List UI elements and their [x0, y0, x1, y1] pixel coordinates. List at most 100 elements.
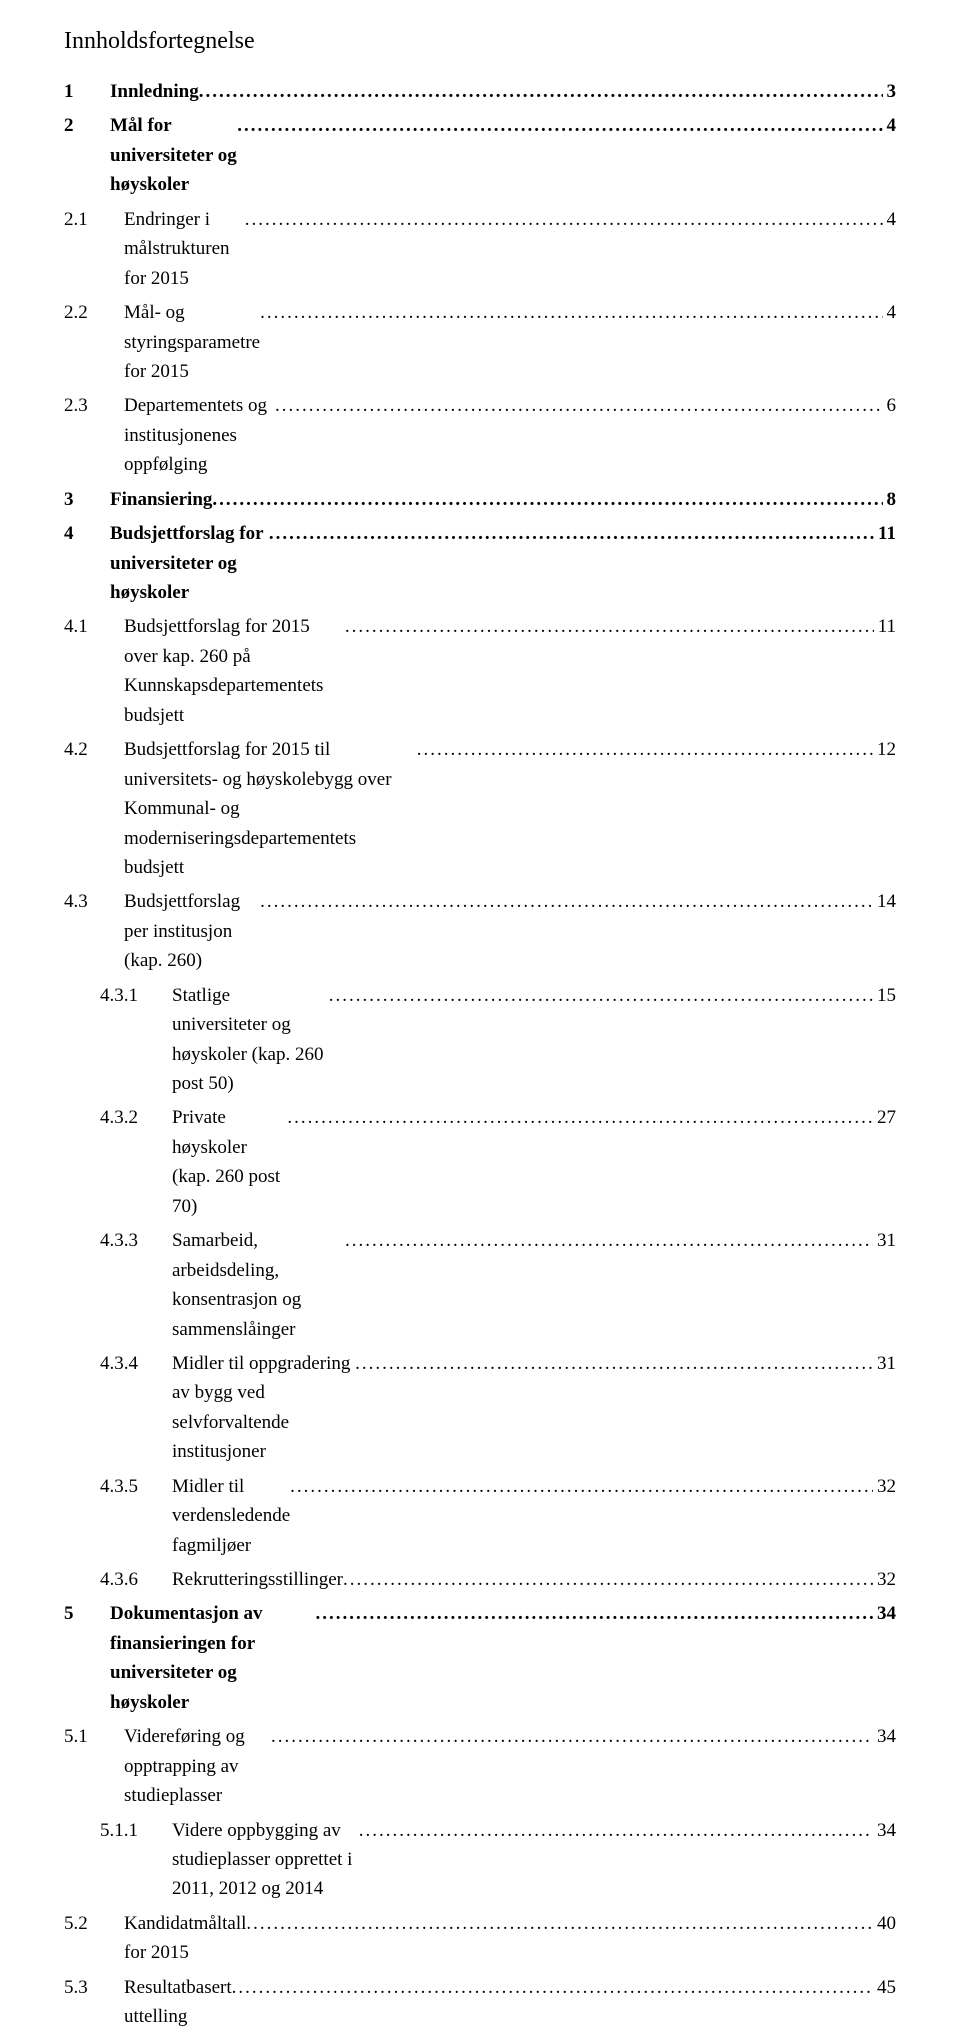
toc-entry-page: 31	[873, 1226, 896, 1255]
toc-leader-dots	[212, 485, 882, 514]
toc-entry-number: 1	[64, 77, 100, 106]
page-title: Innholdsfortegnelse	[64, 28, 896, 55]
toc-entry: 4.3.2 Private høyskoler (kap. 260 post 70…	[64, 1103, 896, 1221]
toc-entry-page: 4	[883, 205, 897, 234]
toc-entry-page: 3	[883, 77, 897, 106]
toc-entry-number: 5.3	[64, 1973, 100, 2002]
toc-entry-number: 4.3.2	[100, 1103, 154, 1132]
toc-entry-label: Videre oppbygging av studieplasser oppre…	[172, 1816, 359, 1904]
toc-leader-dots	[271, 1722, 873, 1751]
toc-entry-label: Midler til verdensledende fagmiljøer	[172, 1472, 290, 1560]
toc-entry-page: 11	[874, 519, 896, 548]
toc-leader-dots	[269, 519, 874, 548]
toc-entry-number: 5.1.1	[100, 1816, 154, 1845]
toc-entry: 4.3.1 Statlige universiteter og høyskoler…	[64, 981, 896, 1099]
toc-leader-dots	[290, 1472, 873, 1501]
toc-entry-number: 4	[64, 519, 100, 548]
toc-entry-label: Resultatbasert uttelling	[124, 1973, 232, 2032]
toc-entry-number: 4.3.6	[100, 1565, 154, 1594]
toc-entry-page: 34	[873, 1816, 896, 1845]
toc-entry: 2.3 Departementets og institusjonenes opp…	[64, 391, 896, 479]
toc-leader-dots	[260, 298, 882, 327]
toc-entry-page: 34	[873, 1599, 896, 1628]
toc-entry-number: 4.2	[64, 735, 100, 764]
toc-entry-number: 2.2	[64, 298, 100, 327]
toc-entry: 2.2 Mål- og styringsparametre for 2015 4	[64, 298, 896, 386]
toc-entry-label: Budsjettforslag for 2015 til universitet…	[124, 735, 417, 882]
toc-entry-page: 4	[883, 111, 897, 140]
toc-entry-label: Mål- og styringsparametre for 2015	[124, 298, 260, 386]
toc-entry-number: 5.2	[64, 1909, 100, 1938]
toc-leader-dots	[275, 391, 883, 420]
toc-leader-dots	[232, 1973, 873, 2002]
toc-entry-page: 8	[883, 485, 897, 514]
toc-entry-number: 2.3	[64, 391, 100, 420]
table-of-contents: 1 Innledning 32 Mål for universiteter og hø…	[64, 77, 896, 2034]
toc-entry-label: Finansiering	[110, 485, 212, 514]
toc-leader-dots	[343, 1565, 873, 1594]
toc-leader-dots	[345, 612, 874, 641]
toc-leader-dots	[260, 887, 873, 916]
toc-entry-page: 34	[873, 1722, 896, 1751]
toc-entry-page: 12	[873, 735, 896, 764]
toc-entry-number: 4.3.1	[100, 981, 154, 1010]
toc-entry-page: 11	[874, 612, 896, 641]
toc-leader-dots	[345, 1226, 873, 1255]
toc-entry-page: 45	[873, 1973, 896, 2002]
toc-leader-dots	[329, 981, 873, 1010]
toc-entry-number: 4.1	[64, 612, 100, 641]
toc-entry: 4.3 Budsjettforslag per institusjon (kap.…	[64, 887, 896, 975]
toc-entry-label: Kandidatmåltall for 2015	[124, 1909, 246, 1968]
toc-entry-label: Samarbeid, arbeidsdeling, konsentrasjon …	[172, 1226, 345, 1344]
toc-leader-dots	[355, 1349, 873, 1378]
toc-entry-label: Private høyskoler (kap. 260 post 70)	[172, 1103, 287, 1221]
toc-entry: 5.2 Kandidatmåltall for 2015 40	[64, 1909, 896, 1968]
toc-entry-page: 15	[873, 981, 896, 1010]
toc-leader-dots	[316, 1599, 873, 1628]
toc-entry: 5.1 Videreføring og opptrapping av studie…	[64, 1722, 896, 1810]
toc-entry: 3 Finansiering 8	[64, 485, 896, 514]
toc-entry-number: 4.3.3	[100, 1226, 154, 1255]
toc-entry: 2Mål for universiteter og høyskoler4	[64, 111, 896, 199]
toc-entry-page: 4	[883, 298, 897, 327]
toc-entry: 5.3 Resultatbasert uttelling 45	[64, 1973, 896, 2032]
toc-entry: 4Budsjettforslag for universiteter og hø…	[64, 519, 896, 607]
toc-entry-number: 5.1	[64, 1722, 100, 1751]
toc-entry-page: 14	[873, 887, 896, 916]
toc-entry-number: 3	[64, 485, 100, 514]
toc-entry-number: 4.3.5	[100, 1472, 154, 1501]
toc-entry-label: Budsjettforslag for 2015 over kap. 260 p…	[124, 612, 345, 730]
toc-entry-page: 32	[873, 1472, 896, 1501]
toc-entry: 4.2 Budsjettforslag for 2015 til universi…	[64, 735, 896, 882]
toc-leader-dots	[359, 1816, 873, 1845]
toc-leader-dots	[417, 735, 873, 764]
toc-entry-label: Statlige universiteter og høyskoler (kap…	[172, 981, 329, 1099]
toc-leader-dots	[245, 205, 883, 234]
document-page: Innholdsfortegnelse 1 Innledning 32 Mål for…	[0, 0, 960, 2034]
toc-entry-page: 40	[873, 1909, 896, 1938]
toc-entry-label: Endringer i målstrukturen for 2015	[124, 205, 245, 293]
toc-entry: 2.1 Endringer i målstrukturen for 2015 4	[64, 205, 896, 293]
toc-entry-page: 6	[883, 391, 897, 420]
toc-entry-number: 5	[64, 1599, 100, 1628]
toc-entry-label: Rekrutteringsstillinger	[172, 1565, 343, 1594]
toc-entry: 5.1.1 Videre oppbygging av studieplasser …	[64, 1816, 896, 1904]
toc-leader-dots	[199, 77, 883, 106]
toc-entry-number: 4.3	[64, 887, 100, 916]
toc-leader-dots	[246, 1909, 873, 1938]
toc-entry-label: Videreføring og opptrapping av studiepla…	[124, 1722, 271, 1810]
toc-leader-dots	[287, 1103, 873, 1132]
toc-entry-page: 31	[873, 1349, 896, 1378]
toc-entry-label: Mål for universiteter og høyskoler	[110, 111, 237, 199]
toc-leader-dots	[237, 111, 882, 140]
toc-entry-number: 2.1	[64, 205, 100, 234]
toc-entry: 4.3.5 Midler til verdensledende fagmiljøe…	[64, 1472, 896, 1560]
toc-entry: 1 Innledning 3	[64, 77, 896, 106]
toc-entry: 4.3.6Rekrutteringsstillinger32	[64, 1565, 896, 1594]
toc-entry: 4.3.3 Samarbeid, arbeidsdeling, konsentra…	[64, 1226, 896, 1344]
toc-entry-label: Departementets og institusjonenes oppføl…	[124, 391, 275, 479]
toc-entry-label: Dokumentasjon av finansieringen for univ…	[110, 1599, 316, 1717]
toc-entry: 4.1 Budsjettforslag for 2015 over kap. 26…	[64, 612, 896, 730]
toc-entry-label: Innledning	[110, 77, 199, 106]
toc-entry-label: Budsjettforslag per institusjon (kap. 26…	[124, 887, 260, 975]
